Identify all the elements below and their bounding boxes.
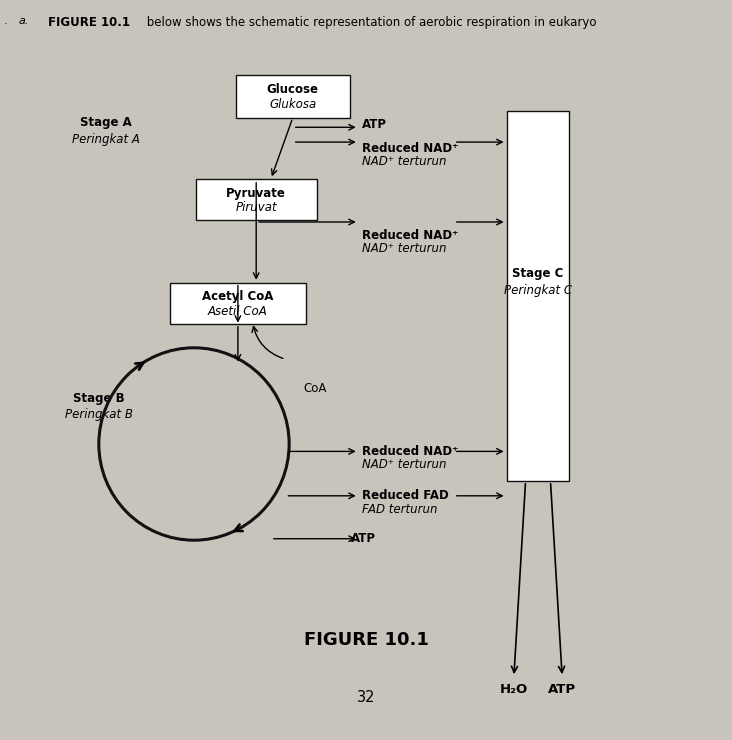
Text: Piruvat: Piruvat [236, 201, 277, 215]
Text: NAD⁺ terturun: NAD⁺ terturun [362, 155, 447, 168]
Text: Reduced NAD⁺: Reduced NAD⁺ [362, 445, 458, 458]
Text: ATP: ATP [548, 683, 576, 696]
Text: Reduced NAD⁺: Reduced NAD⁺ [362, 229, 458, 242]
FancyBboxPatch shape [170, 283, 306, 324]
Text: NAD⁺ terturun: NAD⁺ terturun [362, 242, 447, 255]
Text: CoA: CoA [304, 382, 327, 395]
Text: NAD⁺ terturun: NAD⁺ terturun [362, 458, 447, 471]
Text: Asetil CoA: Asetil CoA [208, 305, 268, 318]
FancyBboxPatch shape [507, 111, 569, 481]
Text: ATP: ATP [362, 118, 387, 131]
Text: Acetyl CoA: Acetyl CoA [202, 290, 274, 303]
Text: Glucose: Glucose [266, 83, 319, 96]
Text: Reduced FAD: Reduced FAD [362, 489, 449, 502]
Text: H₂O: H₂O [500, 683, 528, 696]
Text: Peringkat B: Peringkat B [65, 408, 132, 421]
Text: .: . [4, 16, 7, 26]
Text: a.: a. [18, 16, 29, 26]
Text: FIGURE 10.1: FIGURE 10.1 [48, 16, 130, 29]
Text: Stage A: Stage A [81, 115, 132, 129]
Text: Reduced NAD⁺: Reduced NAD⁺ [362, 141, 458, 155]
Text: 32: 32 [356, 690, 376, 704]
Text: Glukosa: Glukosa [269, 98, 316, 111]
Text: FIGURE 10.1: FIGURE 10.1 [304, 631, 428, 649]
Text: Peringkat A: Peringkat A [72, 132, 140, 146]
FancyBboxPatch shape [236, 75, 350, 118]
Text: Pyruvate: Pyruvate [226, 186, 286, 200]
FancyBboxPatch shape [195, 179, 316, 220]
Text: Peringkat C: Peringkat C [504, 283, 572, 297]
Text: ATP: ATP [351, 532, 376, 545]
Text: Stage B: Stage B [73, 391, 124, 405]
Text: FAD terturun: FAD terturun [362, 502, 438, 516]
Text: below shows the schematic representation of aerobic respiration in eukaryo: below shows the schematic representation… [143, 16, 597, 29]
Text: Stage C: Stage C [512, 267, 564, 280]
